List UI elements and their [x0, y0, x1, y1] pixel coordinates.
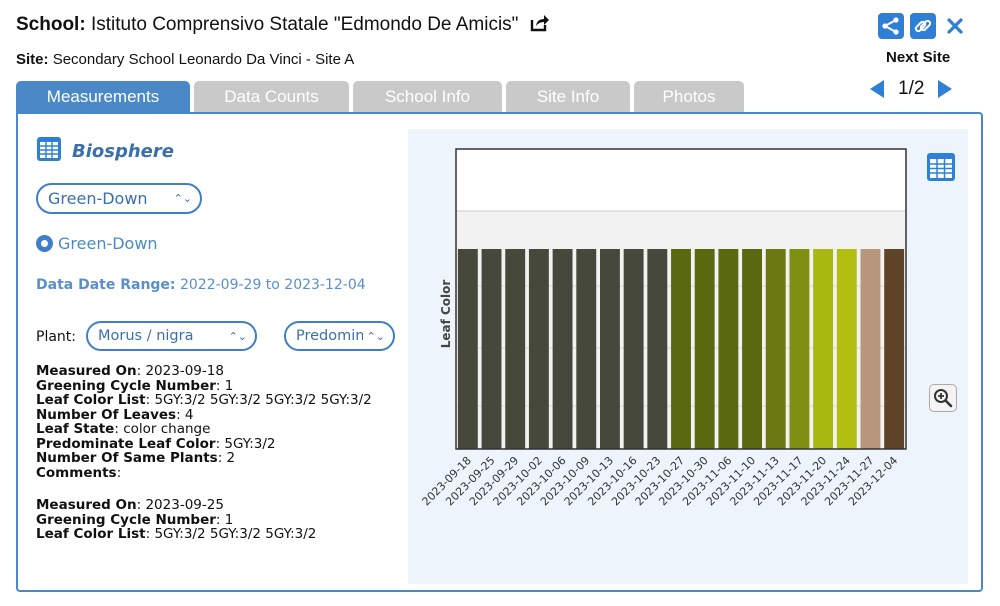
school-label: School:: [16, 14, 86, 35]
list-item: Measured On: 2023-09-25 Greening Cycle N…: [36, 497, 317, 542]
leaf-color-chart: 2023-09-182023-09-252023-09-292023-10-02…: [420, 148, 907, 508]
chart-bar: [552, 249, 573, 449]
school-name: Istituto Comprensivo Statale "Edmondo De…: [90, 14, 519, 35]
field-value: 4: [184, 406, 194, 423]
variable-select-value: Predominant Leaf Color: [296, 328, 363, 344]
next-site-arrow-icon[interactable]: [938, 80, 953, 98]
chart-bar: [647, 249, 668, 449]
sphere-label: Biosphere: [72, 141, 174, 162]
school-heading: School: Istituto Comprensivo Statale "Ed…: [16, 14, 550, 38]
field-label: Leaf Color List: [36, 392, 146, 408]
dataset-radio[interactable]: Green-Down: [36, 234, 158, 253]
field-label: Greening Cycle Number: [36, 377, 216, 394]
select-chevron-icon: ⌃⌄: [228, 329, 247, 343]
field-value: 2023-09-25: [145, 497, 224, 513]
select-chevron-icon: ⌃⌄: [366, 329, 385, 343]
field-value: 5GY:3/2 5GY:3/2 5GY:3/2 5GY:3/2: [154, 392, 372, 408]
dataset-select-value: Green-Down: [48, 189, 148, 208]
field-label: Number Of Leaves: [36, 406, 177, 423]
variable-select[interactable]: Predominant Leaf Color ⌃⌄: [284, 321, 395, 351]
tab-data-counts[interactable]: Data Counts: [194, 81, 349, 112]
plot-frame: [455, 148, 907, 450]
site-name: Secondary School Leonardo Da Vinci - Sit…: [52, 51, 355, 68]
chart-bar: [457, 249, 478, 449]
field-label: Measured On: [36, 363, 137, 379]
tab-bar: Measurements Data Counts School Info Sit…: [16, 81, 744, 112]
plant-select-value: Morus / nigra: [98, 328, 194, 344]
share-out-icon[interactable]: [530, 14, 550, 38]
chart-bar: [742, 249, 762, 449]
field-label: Comments: [36, 464, 117, 481]
plant-label: Plant:: [36, 329, 76, 345]
date-range-label: Data Date Range:: [36, 277, 176, 293]
measurements-panel: Biosphere Green-Down ⌃⌄ Green-Down Data …: [16, 112, 983, 592]
field-label: Leaf Color List: [36, 526, 146, 542]
previous-site-arrow-icon[interactable]: [870, 80, 884, 98]
table-icon[interactable]: [36, 136, 62, 167]
tab-site-info[interactable]: Site Info: [506, 81, 630, 112]
chart-bar: [765, 249, 786, 449]
date-range: Data Date Range: 2022-09-29 to 2023-12-0…: [36, 277, 366, 293]
field-value: color change: [123, 421, 211, 437]
site-pager: 1/2: [870, 78, 953, 100]
field-value: 2: [226, 450, 236, 466]
chart-bar: [528, 249, 549, 449]
close-icon[interactable]: [942, 13, 968, 39]
field-value: 2023-09-18: [145, 363, 224, 379]
field-label: Greening Cycle Number: [36, 511, 216, 528]
chart-bar: [718, 249, 739, 449]
field-label: Measured On: [36, 497, 137, 513]
plant-select[interactable]: Morus / nigra ⌃⌄: [86, 321, 257, 351]
chart-bar: [600, 249, 620, 449]
dataset-select[interactable]: Green-Down ⌃⌄: [36, 183, 202, 214]
page-indicator: 1/2: [898, 78, 925, 99]
radio-selected-icon: [36, 235, 53, 252]
chart-bar: [813, 249, 834, 449]
chart-table-icon[interactable]: [926, 152, 956, 187]
select-chevron-icon: ⌃⌄: [173, 192, 192, 205]
site-label: Site:: [16, 51, 49, 68]
field-label: Leaf State: [36, 421, 115, 437]
chart-bar: [836, 249, 857, 449]
field-label: Predominate Leaf Color: [36, 435, 216, 452]
zoom-in-icon[interactable]: [929, 384, 957, 412]
chart-bar: [671, 249, 691, 449]
chart-bar: [623, 249, 644, 449]
tab-measurements[interactable]: Measurements: [16, 81, 190, 112]
site-heading: Site: Secondary School Leonardo Da Vinci…: [16, 51, 354, 68]
chart-area: 2023-09-18 2023-09-25 2023-09-29 2023-10-02…: [408, 129, 968, 584]
radio-label: Green-Down: [58, 234, 158, 253]
field-value: 5GY:3/2: [224, 435, 276, 452]
tab-school-info[interactable]: School Info: [353, 81, 502, 112]
y-axis-label: Leaf Color: [439, 280, 453, 349]
link-icon[interactable]: [910, 13, 936, 39]
chart-bar: [860, 249, 881, 449]
top-actions: [878, 13, 968, 39]
chart-bar: [694, 249, 715, 449]
chart-bar: [576, 249, 597, 449]
tab-photos[interactable]: Photos: [634, 81, 744, 112]
sphere-heading: Biosphere: [36, 136, 174, 167]
measurement-records: Measured On: 2023-09-18 Greening Cycle N…: [36, 364, 396, 560]
date-range-value: 2022-09-29 to 2023-12-04: [179, 277, 366, 293]
chart-bar: [884, 249, 905, 449]
field-value: 5GY:3/2 5GY:3/2 5GY:3/2: [154, 526, 317, 542]
chart-bar: [481, 249, 502, 449]
field-value: 1: [224, 511, 234, 528]
list-item: Measured On: 2023-09-18 Greening Cycle N…: [36, 363, 372, 481]
field-value: 1: [224, 377, 234, 394]
next-site-label: Next Site: [886, 49, 951, 66]
chart-bar: [789, 249, 810, 449]
field-label: Number Of Same Plants: [36, 450, 218, 466]
share-icon[interactable]: [878, 13, 904, 39]
chart-bar: [505, 249, 526, 449]
